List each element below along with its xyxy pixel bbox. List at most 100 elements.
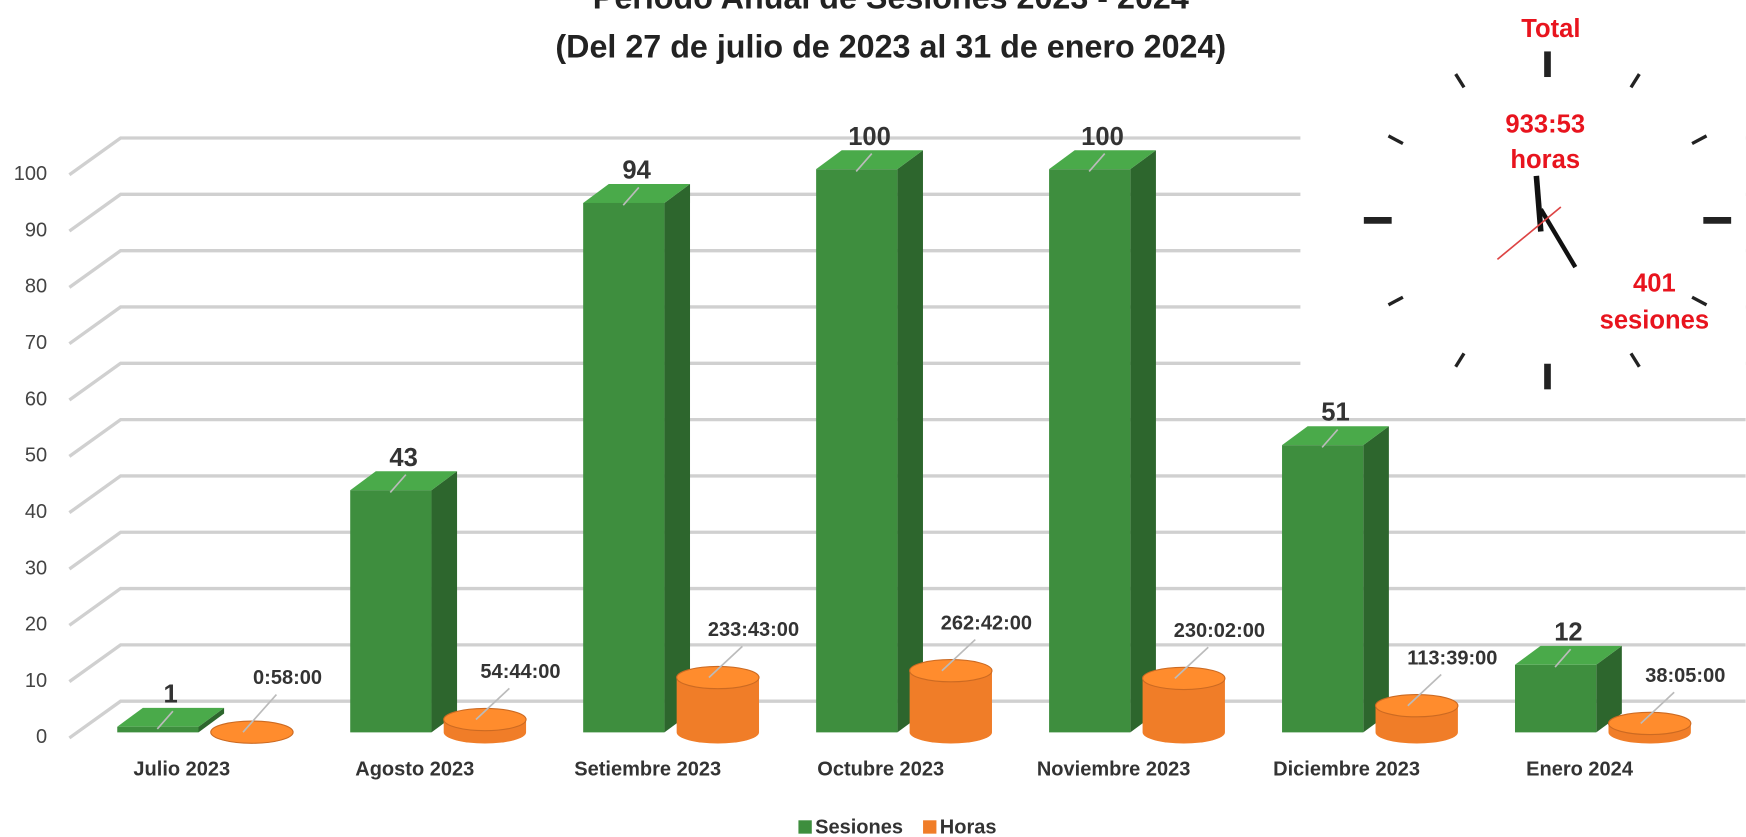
cylinder-top	[443, 707, 527, 732]
grid-line	[68, 586, 1746, 627]
bar	[350, 490, 432, 733]
grid-line	[68, 136, 1746, 177]
bar-top	[1514, 645, 1622, 665]
leader-line	[475, 687, 510, 721]
cylinder-top	[1142, 666, 1226, 691]
bar-side	[897, 150, 923, 733]
leader-line	[941, 638, 976, 672]
y-tick-label: 20	[25, 614, 47, 636]
bar-side	[1596, 645, 1622, 733]
bar-side	[431, 471, 458, 733]
bar-top	[117, 707, 225, 727]
data-label: 262:42:00	[941, 612, 1032, 634]
bar-top	[350, 471, 458, 491]
leader-line	[708, 645, 743, 679]
clock: Total 933:53 horas 401 sesiones	[1300, 0, 1746, 390]
grid-line	[68, 530, 1746, 571]
y-tick-label: 30	[25, 557, 47, 579]
annotation: sesiones	[1600, 306, 1709, 334]
clock-tick	[1387, 295, 1404, 307]
annotation: horas	[1510, 146, 1580, 174]
legend-swatch	[798, 820, 812, 834]
clock-tick	[1691, 134, 1708, 146]
data-label: 113:39:00	[1407, 647, 1497, 669]
grid-line	[68, 361, 1746, 402]
y-tick-label: 0	[36, 726, 47, 748]
bar	[816, 169, 898, 733]
data-label: 100	[1081, 123, 1124, 151]
leader-line	[156, 710, 174, 730]
y-tick-label: 10	[25, 670, 47, 692]
data-label: 100	[848, 123, 891, 151]
x-tick-label: Diciembre 2023	[1273, 759, 1420, 781]
x-tick-label: Agosto 2023	[355, 759, 474, 781]
data-label: 51	[1321, 399, 1349, 427]
data-label: 230:02:00	[1174, 620, 1265, 642]
y-tick-label: 50	[25, 445, 47, 467]
bar-top	[1049, 150, 1156, 170]
bar	[1049, 169, 1131, 733]
cylinder	[1142, 678, 1225, 744]
y-tick-label: 70	[25, 332, 47, 354]
clock-tick	[1454, 352, 1466, 368]
leader-line	[1174, 646, 1209, 680]
leader-line	[1088, 153, 1106, 172]
cylinder-top	[676, 665, 760, 690]
clock-tick	[1454, 73, 1466, 89]
leader-line	[622, 186, 640, 206]
annotation: 401	[1633, 270, 1676, 298]
x-tick-label: Julio 2023	[133, 759, 230, 781]
legend-swatch	[923, 820, 937, 834]
clock-tick	[1691, 295, 1708, 307]
leader-line	[1554, 648, 1572, 668]
cylinder-top	[1607, 711, 1692, 736]
chart-title: Periodo Anual de Sesiones 2023 - 2024	[593, 0, 1189, 16]
marks: Julio 2023 1 0:58:00 Agosto 2023 43 54:44:00 S…	[117, 123, 1725, 781]
clock-tick	[1629, 73, 1641, 89]
cylinder-top	[909, 659, 993, 683]
bar	[1514, 664, 1597, 733]
legend-label: Horas	[940, 816, 997, 837]
clock-tick	[1629, 352, 1641, 368]
leader-line	[1640, 691, 1675, 725]
x-tick-label: Octubre 2023	[817, 759, 944, 781]
bar-top	[583, 184, 691, 203]
legend-label: Sesiones	[815, 816, 903, 837]
x-tick-label: Setiembre 2023	[574, 759, 721, 781]
leader-line	[242, 693, 278, 733]
bar	[583, 202, 665, 733]
data-label: 12	[1554, 618, 1582, 646]
y-tick-label: 100	[14, 163, 47, 185]
leader-line	[389, 474, 407, 493]
data-label: 233:43:00	[708, 619, 799, 641]
bar	[1282, 445, 1364, 733]
cylinder	[909, 670, 992, 744]
bar-side	[198, 707, 225, 733]
bar-side	[664, 184, 691, 733]
cylinder-top	[210, 720, 294, 744]
y-tick-label: 80	[25, 276, 47, 298]
grid-line	[68, 474, 1746, 515]
x-tick-label: Noviembre 2023	[1037, 759, 1191, 781]
data-label: 94	[622, 157, 651, 185]
clock-hand	[1533, 175, 1544, 232]
annotation: 933:53	[1505, 111, 1585, 139]
leader-line	[1407, 673, 1442, 707]
x-tick-label: Enero 2024	[1526, 759, 1634, 781]
data-label: 38:05:00	[1645, 665, 1725, 687]
grid-line	[68, 417, 1746, 458]
annotation: Total	[1521, 15, 1580, 43]
grid-line	[68, 643, 1746, 683]
leader-line	[855, 153, 873, 172]
clock-face	[1300, 0, 1746, 390]
bar-top	[816, 150, 923, 170]
legend: Sesiones Horas	[798, 816, 996, 837]
bar-top	[1282, 426, 1389, 446]
data-label: 43	[389, 444, 417, 472]
clock-tick	[1387, 134, 1404, 146]
y-tick-label: 60	[25, 388, 47, 410]
bar	[117, 726, 199, 733]
grid-line	[68, 192, 1746, 233]
leader-line	[1321, 429, 1339, 448]
data-label: 54:44:00	[480, 661, 560, 683]
